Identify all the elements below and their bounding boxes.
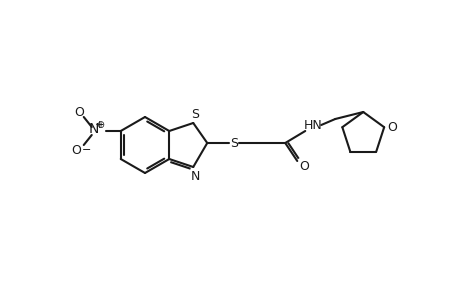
Text: HN: HN	[303, 118, 322, 131]
Text: ⊕: ⊕	[95, 120, 104, 130]
Text: S: S	[191, 107, 199, 121]
Text: N: N	[89, 122, 99, 136]
Text: O: O	[299, 160, 308, 172]
Text: O: O	[386, 121, 396, 134]
Text: S: S	[230, 136, 238, 149]
Text: −: −	[82, 145, 91, 155]
Text: +: +	[95, 120, 104, 130]
Text: N: N	[190, 169, 200, 182]
Text: O: O	[73, 106, 84, 118]
Text: O: O	[71, 143, 80, 157]
